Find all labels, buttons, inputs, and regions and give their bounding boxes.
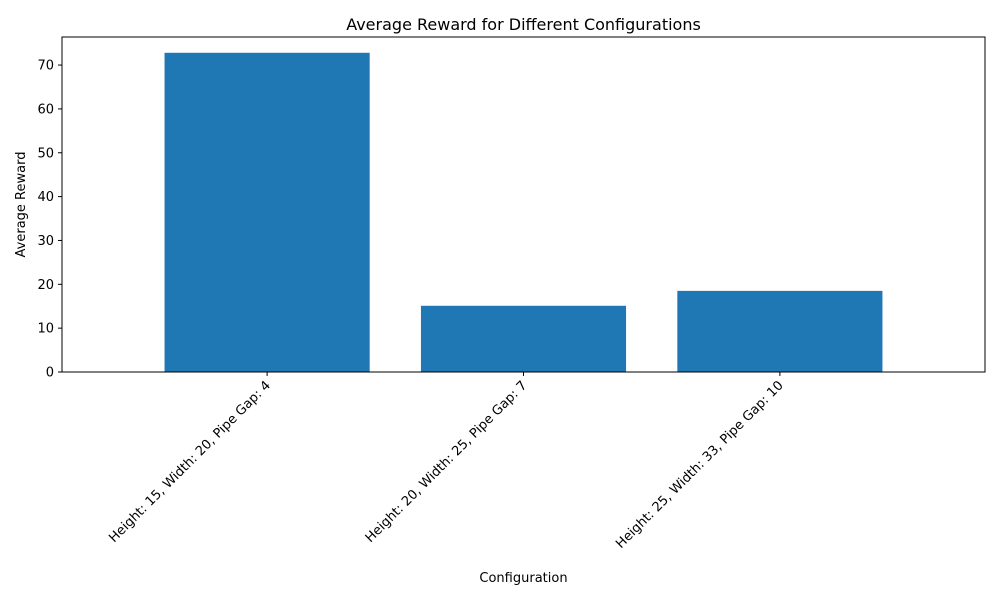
y-tick-label: 10	[37, 322, 54, 337]
bars	[164, 52, 883, 372]
plot-frame	[61, 36, 986, 373]
y-tick-label: 30	[37, 234, 54, 249]
y-tick-label: 70	[37, 59, 54, 74]
y-axis: 0 10 20 30 40 50 60 70	[37, 59, 62, 381]
y-tick-label: 20	[37, 278, 54, 293]
bar-2	[420, 305, 627, 372]
y-tick-label: 50	[37, 146, 54, 161]
chart-title: Average Reward for Different Configurati…	[346, 15, 701, 34]
bar-3	[677, 290, 883, 372]
y-axis-label: Average Reward	[14, 152, 29, 258]
x-axis-label: Configuration	[479, 571, 567, 586]
y-tick-label: 60	[37, 102, 54, 117]
y-tick-label: 40	[37, 190, 54, 205]
bar-1	[164, 52, 370, 372]
y-tick-label: 0	[46, 366, 54, 381]
